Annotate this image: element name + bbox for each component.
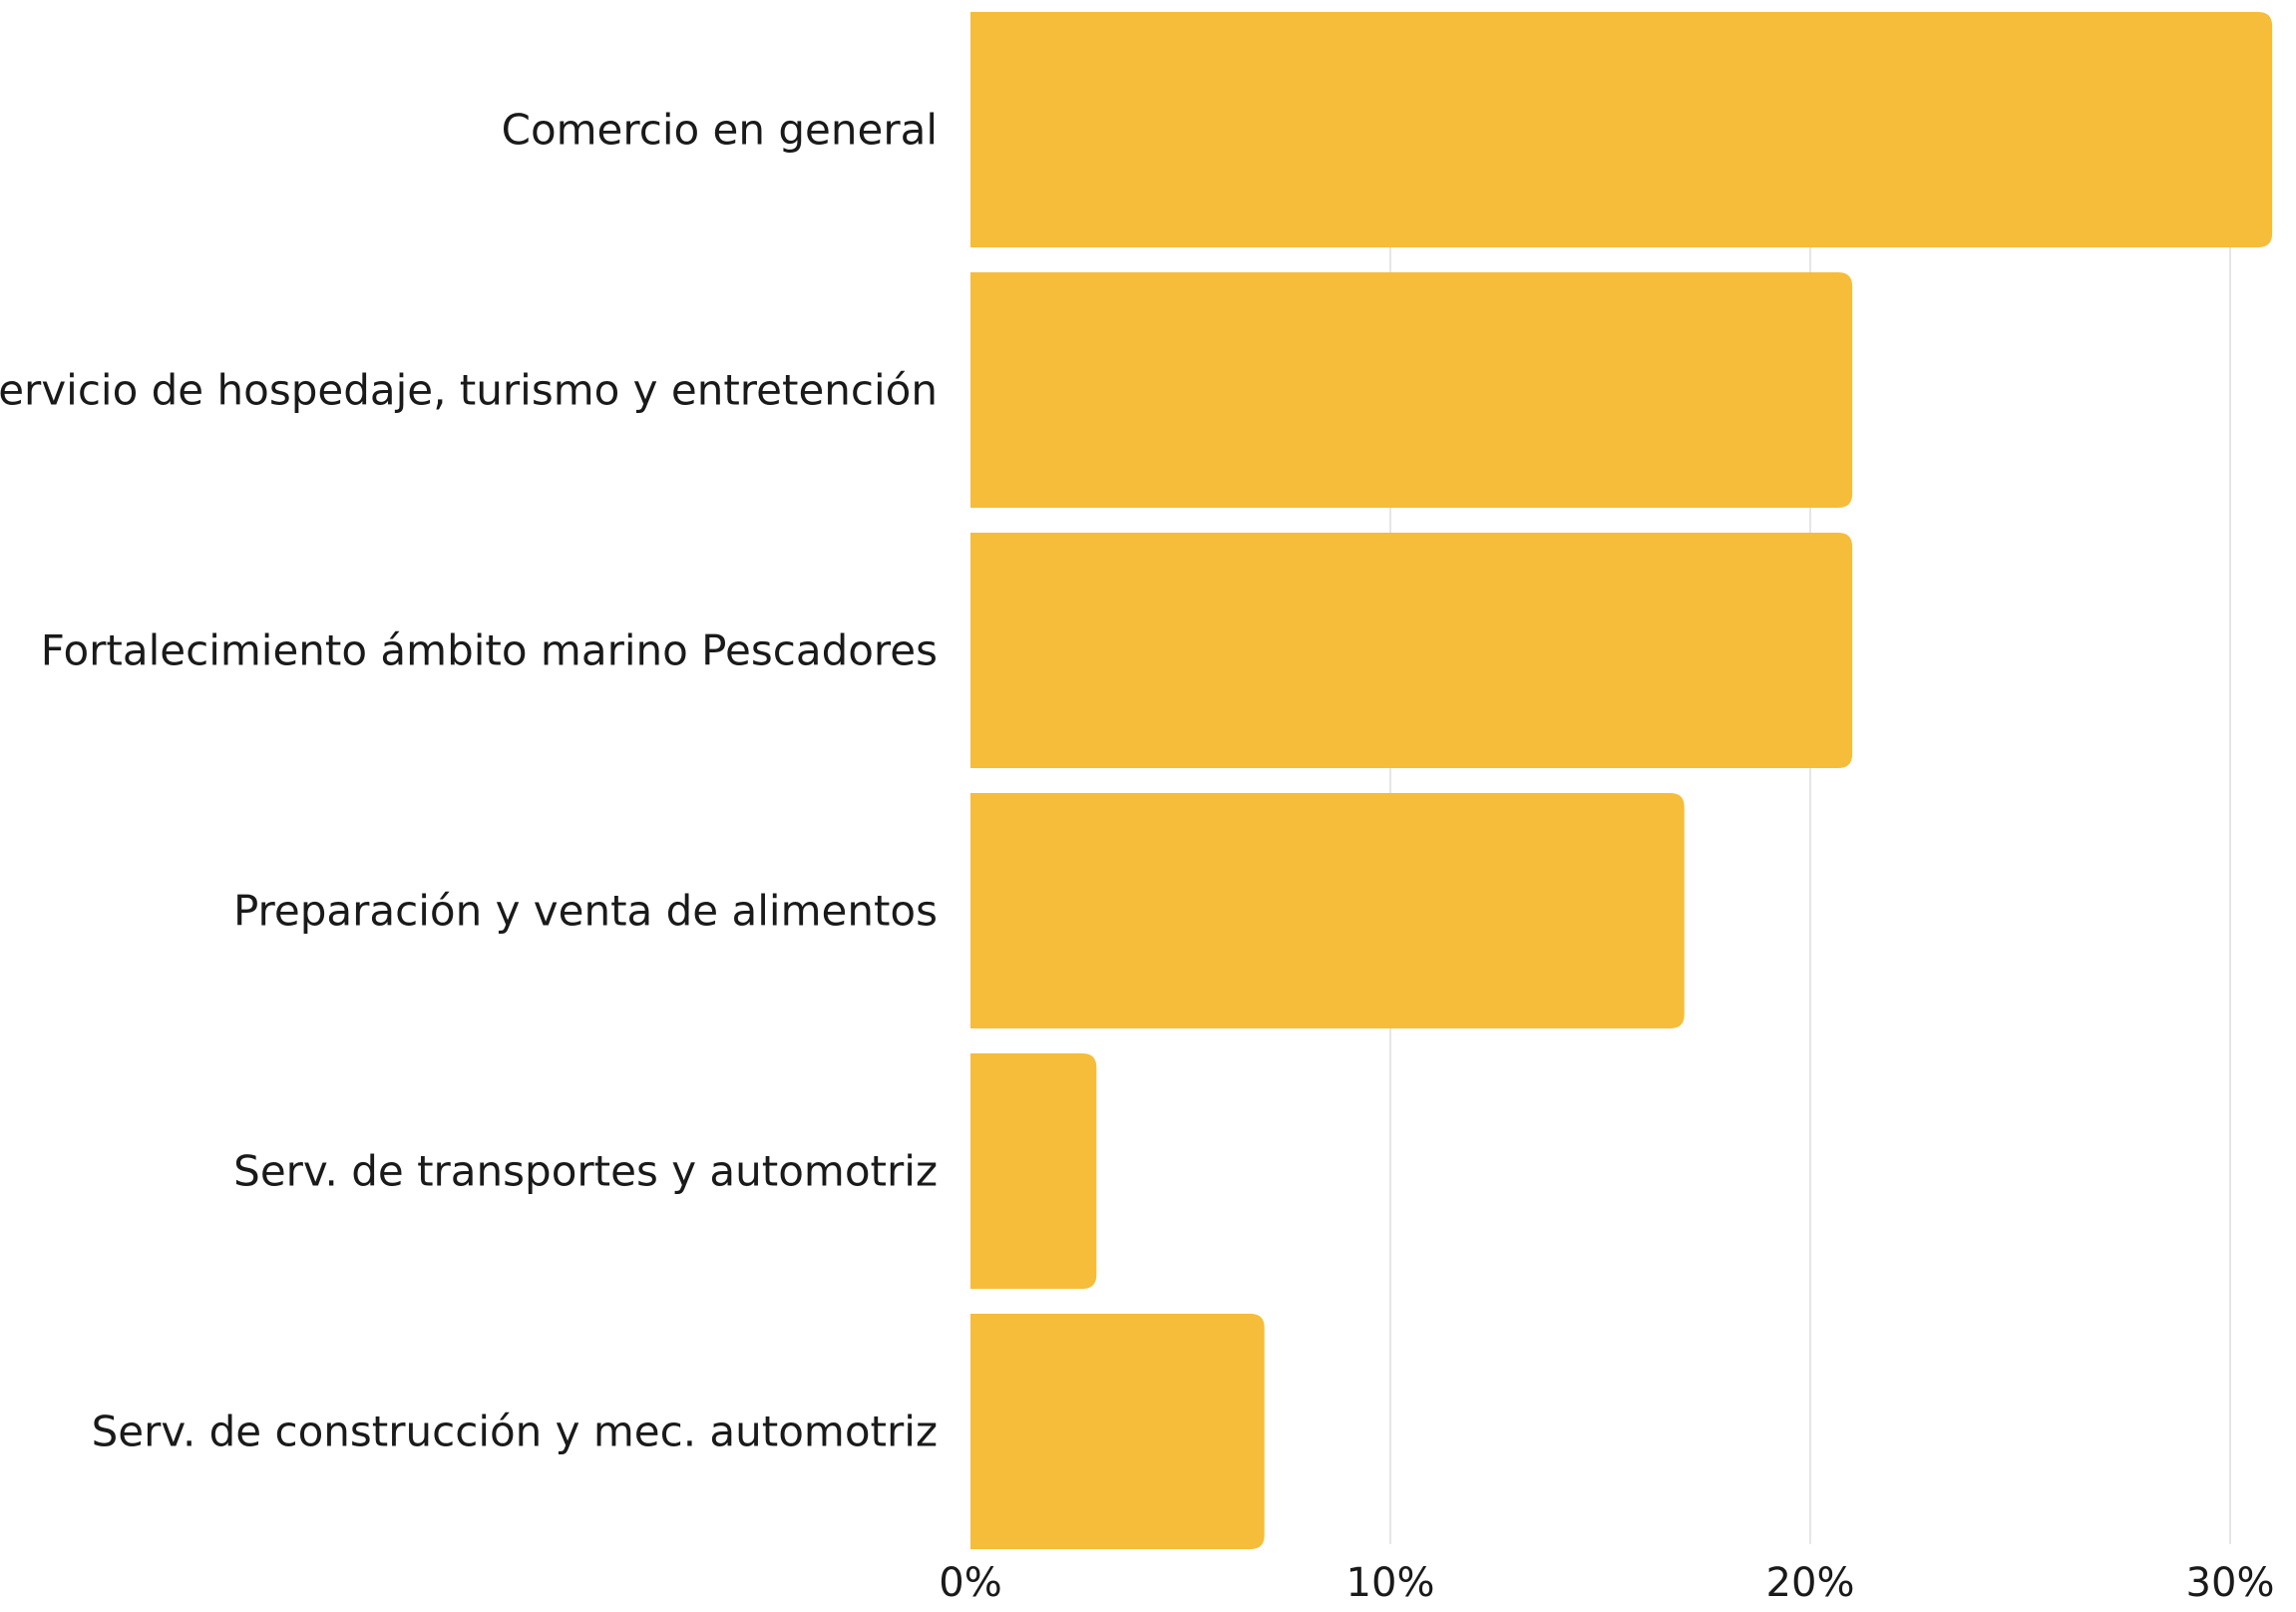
x-axis-ticks: 0% 10% 20% 30% xyxy=(939,1560,2274,1606)
bar-5 xyxy=(970,1053,1097,1289)
x-tick-label: 30% xyxy=(2186,1560,2275,1606)
category-label: Serv. de construcción y mec. automotriz xyxy=(92,1408,938,1456)
bar-2 xyxy=(970,272,1853,508)
x-tick-label: 20% xyxy=(1766,1560,1855,1606)
category-label: Comercio en general xyxy=(502,106,938,155)
x-tick-label: 0% xyxy=(939,1560,1001,1606)
bars xyxy=(970,12,2273,1549)
bar-4 xyxy=(970,793,1685,1028)
category-label: Servicio de hospedaje, turismo y entrete… xyxy=(0,366,938,415)
bar-3 xyxy=(970,533,1853,768)
category-label: Fortalecimiento ámbito marino Pescadores xyxy=(41,626,938,675)
category-label: Serv. de transportes y automotriz xyxy=(233,1147,938,1196)
bar-6 xyxy=(970,1314,1265,1549)
category-labels: Comercio en general Servicio de hospedaje… xyxy=(0,106,938,1456)
bar-1 xyxy=(970,12,2273,247)
category-label: Preparación y venta de alimentos xyxy=(233,887,938,936)
x-tick-label: 10% xyxy=(1346,1560,1435,1606)
grid-lines xyxy=(1389,12,2231,1544)
